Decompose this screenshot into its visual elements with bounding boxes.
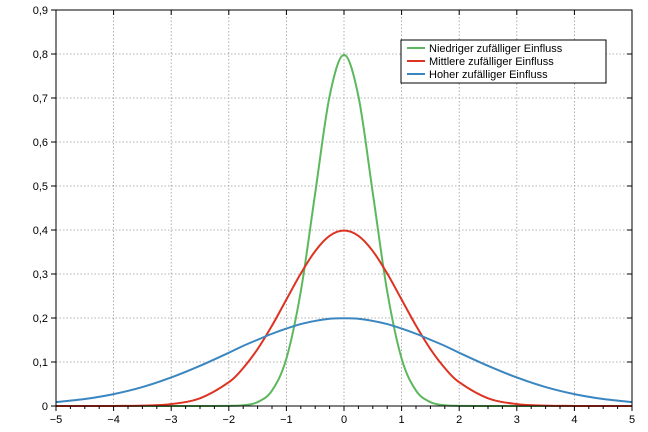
legend-label: Mittlere zufälliger Einfluss [429, 56, 554, 68]
series-line-2 [55, 229, 633, 407]
y-tick-label: 0,1 [33, 357, 48, 369]
x-tick-label: 1 [399, 414, 405, 426]
x-tick-label: 2 [456, 414, 462, 426]
y-tick-label: 0,7 [33, 93, 48, 105]
x-tick-label: −1 [280, 414, 293, 426]
legend-label: Hoher zufälliger Einfluss [429, 69, 548, 81]
y-tick-label: 0,8 [33, 49, 48, 61]
y-tick-label: 0,9 [33, 5, 48, 17]
x-tick-label: −4 [107, 414, 120, 426]
y-tick-label: 0,3 [33, 269, 48, 281]
x-tick-label: −2 [223, 414, 236, 426]
y-tick-label: 0,5 [33, 181, 48, 193]
series-line-3 [55, 317, 633, 404]
x-tick-label: 0 [341, 414, 347, 426]
x-tick-label: 5 [629, 414, 635, 426]
x-tick-label: −5 [50, 414, 63, 426]
y-tick-label: 0,4 [33, 225, 48, 237]
x-tick-label: −3 [165, 414, 178, 426]
y-tick-label: 0,6 [33, 137, 48, 149]
y-tick-label: 0,2 [33, 313, 48, 325]
tick-labels: −5 −4 −3 −2 −1 0 1 2 3 4 5 0 0,1 0,2 0,3 0,4 0,5 0,6 0,7 0,… [33, 5, 635, 426]
axis-ticks [51, 9, 633, 411]
legend-label: Niedriger zufälliger Einfluss [429, 43, 563, 55]
x-tick-label: 4 [571, 414, 577, 426]
y-tick-label: 0 [42, 401, 48, 413]
legend-box [400, 39, 607, 84]
x-tick-label: 3 [514, 414, 520, 426]
